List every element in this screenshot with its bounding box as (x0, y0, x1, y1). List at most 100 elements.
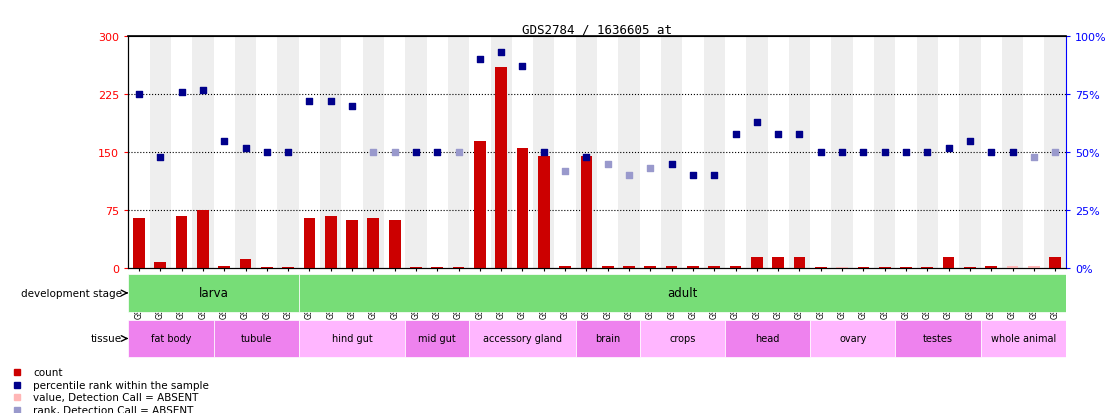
Bar (725, 320, 810, 357)
Bar (943, 257, 954, 268)
Bar (878, 267, 891, 268)
Bar (1045, 37, 1066, 268)
Point (940, 145, 958, 152)
Bar (192, 37, 213, 268)
Bar (198, 211, 209, 268)
Bar (219, 266, 230, 268)
Bar (175, 216, 187, 268)
Text: tubule: tubule (240, 334, 272, 344)
Bar (299, 320, 405, 357)
Bar (363, 37, 384, 268)
Bar (325, 216, 337, 268)
Bar (410, 267, 422, 268)
Point (897, 150, 915, 156)
Bar (639, 320, 725, 357)
Point (492, 50, 510, 57)
Point (961, 138, 979, 145)
Bar (496, 68, 507, 268)
Bar (661, 37, 682, 268)
Bar (150, 37, 171, 268)
Bar (1049, 257, 1061, 268)
Point (152, 154, 170, 161)
Bar (580, 157, 593, 268)
Bar (367, 218, 379, 268)
Text: whole animal: whole animal (991, 334, 1056, 344)
Point (705, 173, 723, 179)
Bar (576, 320, 639, 357)
Point (1024, 154, 1042, 161)
Point (386, 150, 404, 156)
Bar (304, 218, 316, 268)
Point (727, 131, 744, 138)
Text: mid gut: mid gut (418, 334, 456, 344)
Bar (916, 37, 937, 268)
Bar (895, 320, 981, 357)
Text: tissue: tissue (90, 334, 122, 344)
Bar (346, 221, 358, 268)
Bar (901, 267, 912, 268)
Bar (836, 267, 848, 268)
Bar (320, 37, 341, 268)
Bar (154, 262, 166, 268)
Point (535, 150, 552, 156)
Bar (922, 267, 933, 268)
Bar (474, 141, 485, 268)
Text: value, Detection Call = ABSENT: value, Detection Call = ABSENT (33, 392, 199, 402)
Text: adult: adult (667, 287, 698, 300)
Point (982, 150, 1000, 156)
Bar (240, 259, 251, 268)
Text: count: count (33, 368, 62, 377)
Text: head: head (756, 334, 780, 344)
Point (620, 173, 638, 179)
Bar (133, 218, 145, 268)
Point (642, 166, 660, 172)
Text: hind gut: hind gut (331, 334, 373, 344)
Point (429, 150, 446, 156)
Point (876, 150, 894, 156)
Bar (772, 257, 785, 268)
Bar (1028, 266, 1040, 268)
Bar (278, 37, 299, 268)
Bar (469, 320, 576, 357)
Bar (453, 267, 464, 268)
Point (748, 119, 766, 126)
Point (855, 150, 873, 156)
Bar (793, 257, 806, 268)
Text: development stage: development stage (21, 288, 122, 298)
Point (450, 150, 468, 156)
Point (918, 150, 936, 156)
Point (407, 150, 425, 156)
Text: ovary: ovary (839, 334, 866, 344)
Point (811, 150, 829, 156)
Bar (960, 37, 981, 268)
Text: testes: testes (923, 334, 953, 344)
Text: accessory gland: accessory gland (483, 334, 562, 344)
Point (194, 87, 212, 94)
Bar (602, 266, 614, 268)
Bar (964, 267, 975, 268)
Bar (261, 267, 272, 268)
Bar (666, 266, 677, 268)
Point (258, 150, 276, 156)
Bar (815, 267, 827, 268)
Bar (623, 266, 635, 268)
Bar (128, 320, 213, 357)
Bar (282, 267, 294, 268)
Bar (448, 37, 469, 268)
Bar (703, 37, 725, 268)
Bar (517, 149, 528, 268)
Bar (874, 37, 895, 268)
Bar (533, 37, 555, 268)
Text: crops: crops (670, 334, 695, 344)
Bar (405, 37, 426, 268)
Point (790, 131, 808, 138)
Bar (1002, 37, 1023, 268)
Title: GDS2784 / 1636605_at: GDS2784 / 1636605_at (522, 23, 672, 36)
Bar (981, 320, 1066, 357)
Point (343, 103, 360, 110)
Bar (388, 221, 401, 268)
Bar (538, 157, 550, 268)
Bar (687, 266, 699, 268)
Text: rank, Detection Call = ABSENT: rank, Detection Call = ABSENT (33, 405, 194, 413)
Point (279, 150, 297, 156)
